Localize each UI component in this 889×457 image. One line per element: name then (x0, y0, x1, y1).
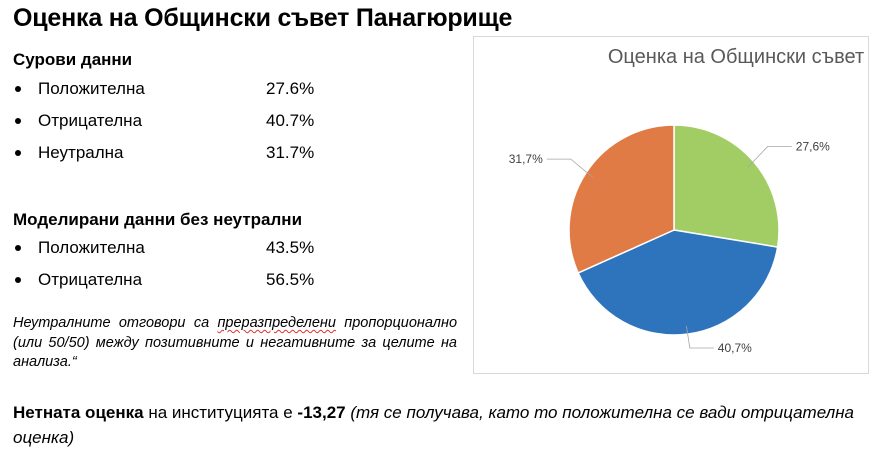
item-label: Отрицателна (38, 270, 143, 289)
pie-chart-canvas: 27,6% 40,7% 31,7% (509, 124, 830, 355)
bullet-icon (15, 277, 21, 283)
chart-title: Оценка на Общински съвет (607, 46, 865, 68)
note-text: пропорционално (или 50/50) между позитив… (13, 315, 458, 370)
item-label: Положителна (38, 79, 145, 98)
bullet-icon (15, 118, 21, 124)
summary-bold-label: Нетната оценка (13, 403, 144, 422)
item-value: 43.5% (266, 238, 315, 257)
data-label: 40,7% (718, 341, 752, 355)
summary-text: на институцията е (143, 403, 298, 422)
modeled-data-heading: Моделирани данни без неутрални (13, 210, 303, 229)
net-score-value: -13,27 (297, 403, 346, 422)
page-title: Оценка на Общински съвет Панагюрище (13, 4, 513, 32)
leader-line (747, 146, 792, 168)
bullet-icon (15, 150, 21, 156)
methodology-note: Неутралните отговори са преразпределени … (13, 314, 457, 373)
net-score-summary: Нетната оценка на институцията е -13,27 … (13, 400, 883, 450)
note-text: Неутралните отговори са (13, 315, 218, 331)
summary-explanation: (тя се получава, като то положителна се … (13, 403, 855, 447)
item-label: Неутрална (38, 143, 124, 162)
item-value: 56.5% (266, 270, 315, 289)
bullet-icon (15, 86, 21, 92)
item-value: 31.7% (266, 143, 315, 162)
item-value: 40.7% (266, 111, 315, 130)
leader-line (546, 158, 594, 178)
bullet-icon (15, 245, 21, 251)
pie-slice-neutral (568, 124, 675, 274)
leader-line (686, 325, 714, 349)
item-label: Положителна (38, 238, 145, 257)
note-misspelled-word: преразпределени (217, 315, 336, 331)
raw-data-heading: Сурови данни (13, 50, 133, 69)
data-label: 31,7% (509, 152, 543, 166)
data-label: 27,6% (796, 139, 830, 153)
item-value: 27.6% (266, 79, 315, 98)
pie-slice-positive (673, 124, 780, 248)
item-label: Отрицателна (38, 111, 143, 130)
pie-chart: Оценка на Общински съвет 27,6% 40,7% 31,7% (473, 36, 869, 374)
